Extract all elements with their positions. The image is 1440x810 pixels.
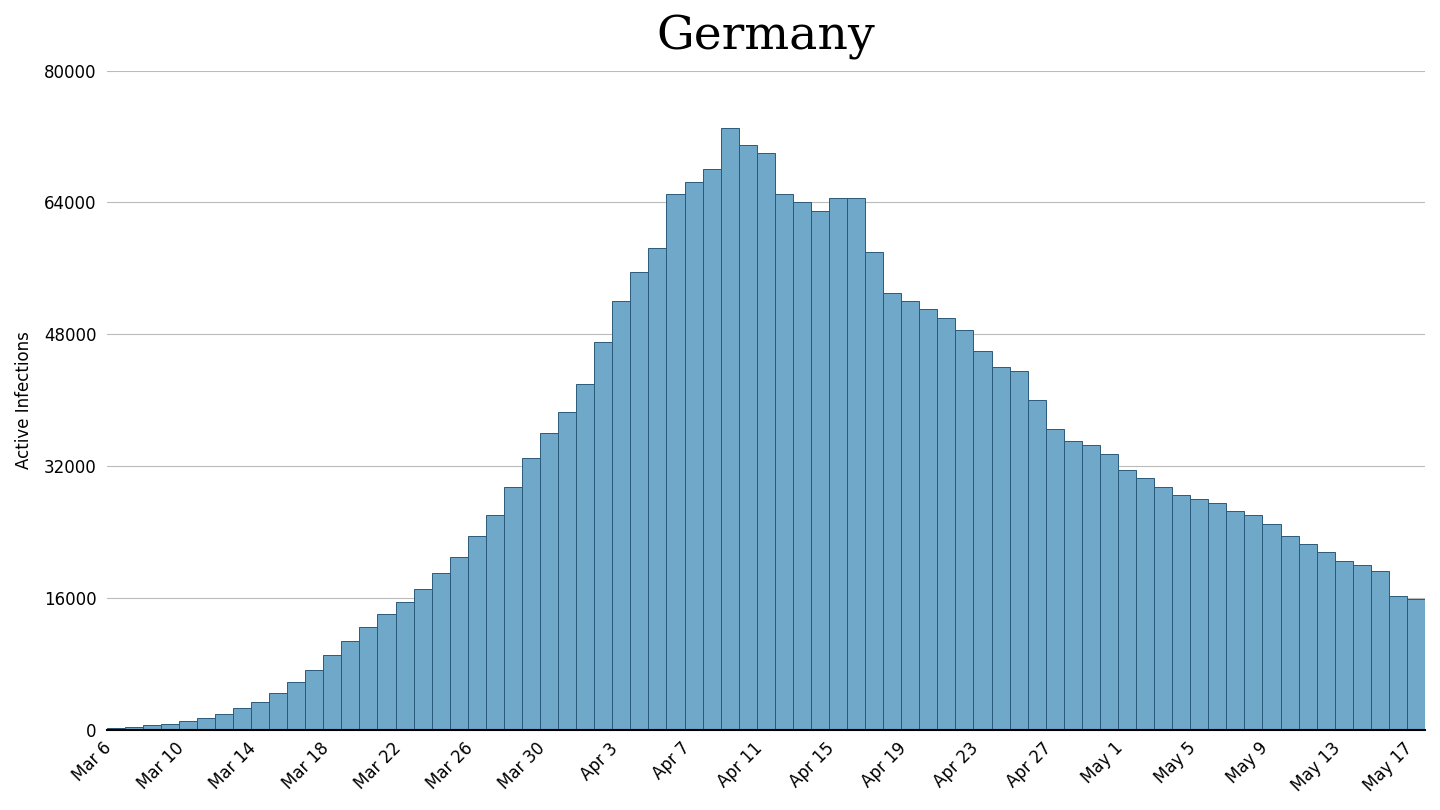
Bar	[233, 708, 251, 730]
Bar	[811, 211, 829, 730]
Bar	[468, 536, 485, 730]
Bar	[883, 293, 901, 730]
Bar	[324, 655, 341, 730]
Bar	[251, 701, 269, 730]
Bar	[1316, 552, 1335, 730]
Bar	[1335, 561, 1352, 730]
Bar	[432, 573, 449, 730]
Bar	[631, 272, 648, 730]
Bar	[1028, 400, 1045, 730]
Bar	[937, 318, 955, 730]
Bar	[684, 181, 703, 730]
Bar	[1172, 495, 1191, 730]
Bar	[143, 726, 161, 730]
Bar	[504, 487, 521, 730]
Bar	[287, 682, 305, 730]
Bar	[449, 556, 468, 730]
Bar	[485, 515, 504, 730]
Bar	[1263, 523, 1280, 730]
Bar	[1352, 565, 1371, 730]
Bar	[1153, 487, 1172, 730]
Bar	[667, 194, 684, 730]
Bar	[829, 198, 847, 730]
Bar	[1117, 470, 1136, 730]
Bar	[612, 301, 631, 730]
Bar	[107, 728, 125, 730]
Bar	[1244, 515, 1263, 730]
Bar	[521, 458, 540, 730]
Bar	[1081, 446, 1100, 730]
Bar	[576, 384, 595, 730]
Bar	[215, 714, 233, 730]
Bar	[1191, 499, 1208, 730]
Bar	[1371, 571, 1388, 730]
Title: Germany: Germany	[657, 15, 876, 60]
Bar	[540, 433, 559, 730]
Bar	[720, 128, 739, 730]
Bar	[739, 145, 757, 730]
Bar	[559, 412, 576, 730]
Bar	[648, 248, 667, 730]
Bar	[955, 330, 973, 730]
Bar	[1407, 599, 1426, 730]
Bar	[973, 351, 992, 730]
Bar	[1009, 371, 1028, 730]
Bar	[919, 309, 937, 730]
Bar	[1227, 511, 1244, 730]
Bar	[757, 153, 775, 730]
Bar	[775, 194, 793, 730]
Bar	[396, 602, 413, 730]
Bar	[413, 590, 432, 730]
Bar	[269, 693, 287, 730]
Bar	[793, 202, 811, 730]
Bar	[992, 367, 1009, 730]
Bar	[197, 718, 215, 730]
Bar	[125, 727, 143, 730]
Bar	[1136, 478, 1153, 730]
Bar	[1299, 544, 1316, 730]
Bar	[865, 252, 883, 730]
Y-axis label: Active Infections: Active Infections	[14, 331, 33, 469]
Bar	[360, 627, 377, 730]
Bar	[179, 721, 197, 730]
Bar	[1045, 428, 1064, 730]
Bar	[847, 198, 865, 730]
Bar	[305, 670, 324, 730]
Bar	[377, 614, 396, 730]
Bar	[1208, 503, 1227, 730]
Bar	[161, 724, 179, 730]
Bar	[1064, 441, 1081, 730]
Bar	[1388, 596, 1407, 730]
Bar	[1280, 536, 1299, 730]
Bar	[1100, 454, 1117, 730]
Bar	[901, 301, 919, 730]
Bar	[341, 641, 360, 730]
Bar	[595, 343, 612, 730]
Bar	[703, 169, 720, 730]
